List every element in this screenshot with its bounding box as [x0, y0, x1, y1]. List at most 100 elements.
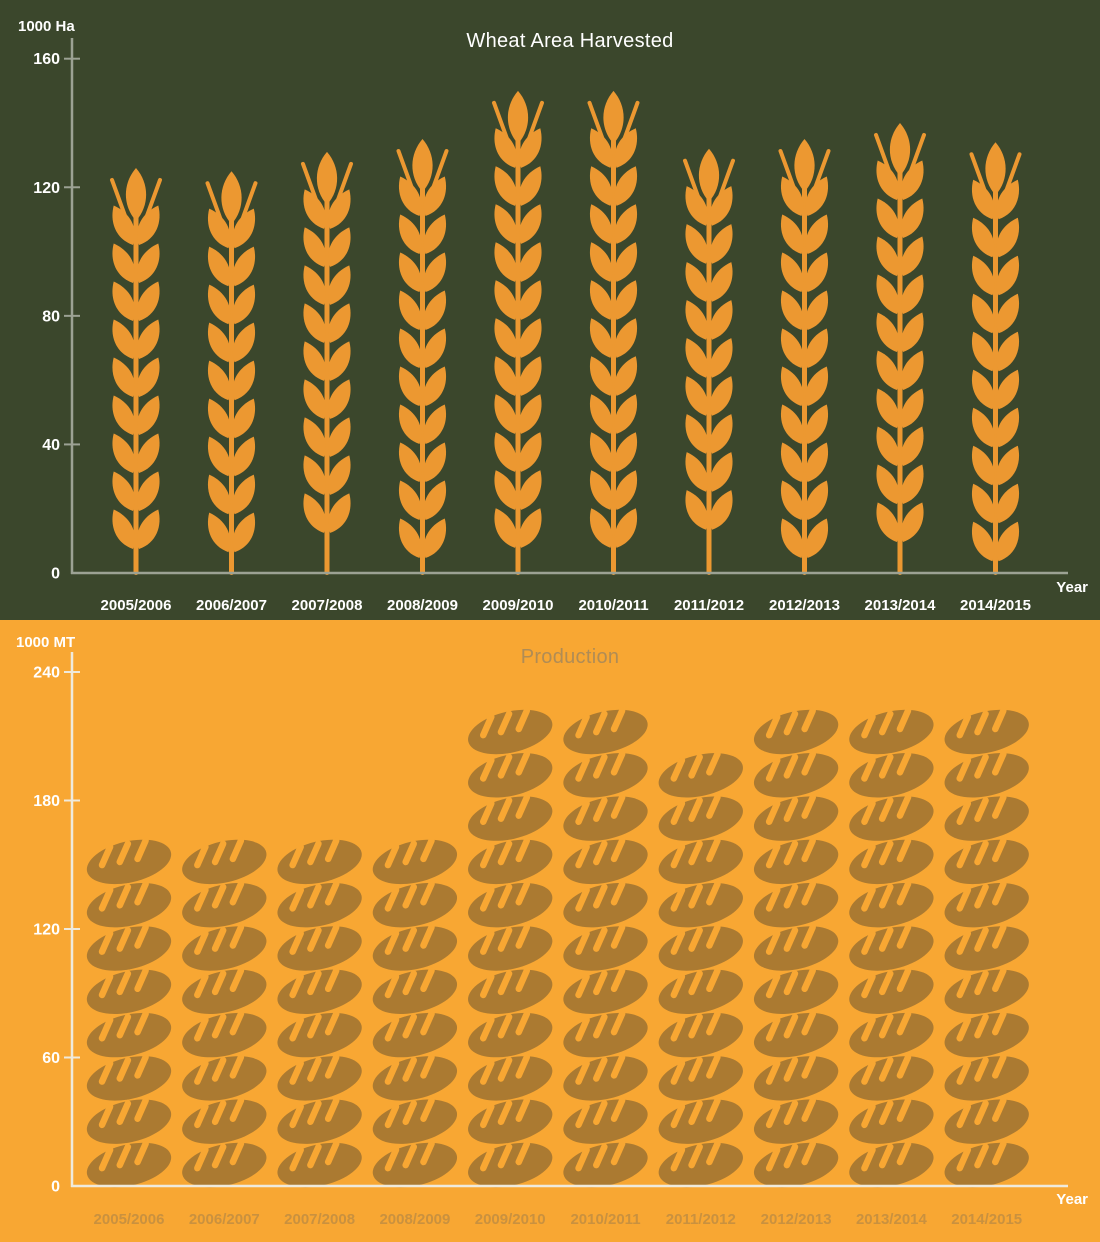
- bread-loaf-icon: [753, 1140, 839, 1188]
- loaf-score-mark: [878, 710, 894, 736]
- loaf-score-mark: [670, 1060, 686, 1085]
- loaf-score-mark: [324, 967, 340, 993]
- loaf-score-mark: [610, 923, 626, 949]
- bread-loaf-icon: [753, 1010, 839, 1058]
- bread-loaf-icon: [468, 1140, 553, 1188]
- loaf-score-mark: [229, 837, 245, 863]
- loaf-score-mark: [497, 883, 513, 909]
- bread-loaf-icon: [563, 967, 648, 1014]
- loaf-score-mark: [896, 967, 912, 993]
- loaf-score-mark: [861, 756, 876, 782]
- loaf-score-mark: [307, 1143, 322, 1169]
- wheat-stalk-icon: [778, 139, 831, 575]
- loaf-score-mark: [211, 1056, 227, 1082]
- loaf-score-mark: [593, 753, 608, 779]
- bread-loaf-icon: [86, 837, 172, 885]
- loaf-score-mark: [765, 1146, 781, 1172]
- loaf-score-mark: [134, 1053, 149, 1079]
- loaf-score-mark: [878, 797, 894, 822]
- loaf-score-mark: [706, 923, 721, 949]
- bread-loaf-icon: [277, 880, 362, 928]
- loaf-score-mark: [497, 753, 513, 779]
- loaf-score-mark: [229, 1010, 245, 1036]
- loaf-score-mark: [194, 1146, 209, 1172]
- loaf-score-mark: [420, 1097, 435, 1122]
- loaf-score-mark: [610, 1140, 626, 1166]
- loaf-score-mark: [801, 923, 816, 949]
- loaf-score-mark: [861, 843, 876, 869]
- wheat-stalk-icon: [683, 148, 735, 575]
- loaf-score-mark: [134, 1010, 149, 1036]
- loaf-score-mark: [194, 930, 209, 955]
- loaf-score-mark: [575, 886, 590, 912]
- loaf-score-mark: [610, 750, 626, 776]
- bread-loaf-icon: [277, 1140, 362, 1188]
- chart-title-production: Production: [520, 646, 620, 668]
- loaf-score-mark: [783, 1100, 799, 1126]
- bread-loaf-icon: [658, 1140, 743, 1188]
- loaf-score-mark: [289, 973, 304, 999]
- loaf-score-mark: [956, 1060, 972, 1085]
- loaf-score-mark: [307, 1056, 322, 1082]
- loaf-score-mark: [896, 923, 912, 949]
- loaf-score-mark: [974, 1013, 989, 1039]
- loaf-score-mark: [384, 1060, 400, 1085]
- loaf-score-mark: [575, 1060, 590, 1085]
- wheat-stalk-icon: [969, 142, 1022, 575]
- bread-loaf-icon: [182, 1140, 267, 1188]
- loaf-score-mark: [801, 1140, 816, 1166]
- loaf-score-mark: [575, 1103, 590, 1129]
- wheat-area-chart: 0 40 80 120 160 2005/2006 2006/2007 2007/2008 20…: [33, 38, 1068, 614]
- loaf-score-mark: [896, 837, 912, 863]
- wheat-stalk-icon: [492, 90, 544, 575]
- loaf-score-mark: [670, 756, 686, 782]
- loaf-score-mark: [670, 1103, 686, 1129]
- loaf-score-mark: [610, 880, 626, 906]
- loaf-score-mark: [402, 840, 418, 866]
- loaf-score-mark: [610, 1053, 626, 1079]
- loaf-score-mark: [384, 1146, 400, 1172]
- loaf-score-mark: [229, 880, 245, 906]
- loaf-score-mark: [324, 837, 340, 863]
- loaf-score-mark: [688, 1143, 703, 1169]
- loaf-score-mark: [420, 837, 435, 863]
- bread-loaf-icon: [277, 1053, 362, 1101]
- loaf-score-mark: [402, 883, 418, 909]
- loaf-score-mark: [575, 1146, 590, 1172]
- bread-loaf-icon: [944, 880, 1029, 928]
- loaf-score-mark: [706, 1053, 721, 1079]
- loaf-score-mark: [497, 1056, 513, 1082]
- bread-loaf-icon: [658, 837, 743, 885]
- loaf-score-mark: [610, 707, 626, 733]
- loaf-score-mark: [479, 930, 495, 955]
- loaf-score-mark: [134, 880, 149, 906]
- loaf-score-mark: [896, 707, 912, 733]
- loaf-score-mark: [98, 843, 114, 869]
- loaf-score-mark: [229, 1097, 245, 1122]
- y-tick-label: 240: [33, 665, 60, 682]
- loaf-score-mark: [593, 883, 608, 909]
- bread-loaf-icon: [182, 1010, 267, 1058]
- loaf-score-mark: [896, 1140, 912, 1166]
- loaf-score-mark: [324, 1010, 340, 1036]
- x-category-label: 2011/2012: [666, 1211, 736, 1228]
- loaf-score-mark: [593, 840, 608, 866]
- loaf-score-mark: [134, 837, 149, 863]
- loaf-score-mark: [801, 967, 816, 993]
- loaf-score-mark: [610, 837, 626, 863]
- loaf-score-mark: [991, 1140, 1007, 1166]
- loaf-score-mark: [479, 713, 495, 739]
- x-category-label: 2007/2008: [284, 1211, 355, 1228]
- loaf-score-mark: [116, 927, 132, 952]
- loaf-score-mark: [402, 1100, 418, 1126]
- loaf-score-mark: [706, 1097, 721, 1122]
- bread-loaf-icon: [468, 794, 553, 841]
- loaf-score-mark: [307, 1013, 322, 1039]
- wheat-area-panel: 1000 Ha Wheat Area Harvested 0 40 80 120 160…: [0, 0, 1100, 620]
- loaf-score-mark: [688, 1013, 703, 1039]
- bread-loaf-icon: [182, 967, 267, 1014]
- y-tick-label: 180: [33, 793, 60, 810]
- loaf-score-mark: [991, 1097, 1007, 1122]
- y-tick-label: 120: [33, 180, 60, 197]
